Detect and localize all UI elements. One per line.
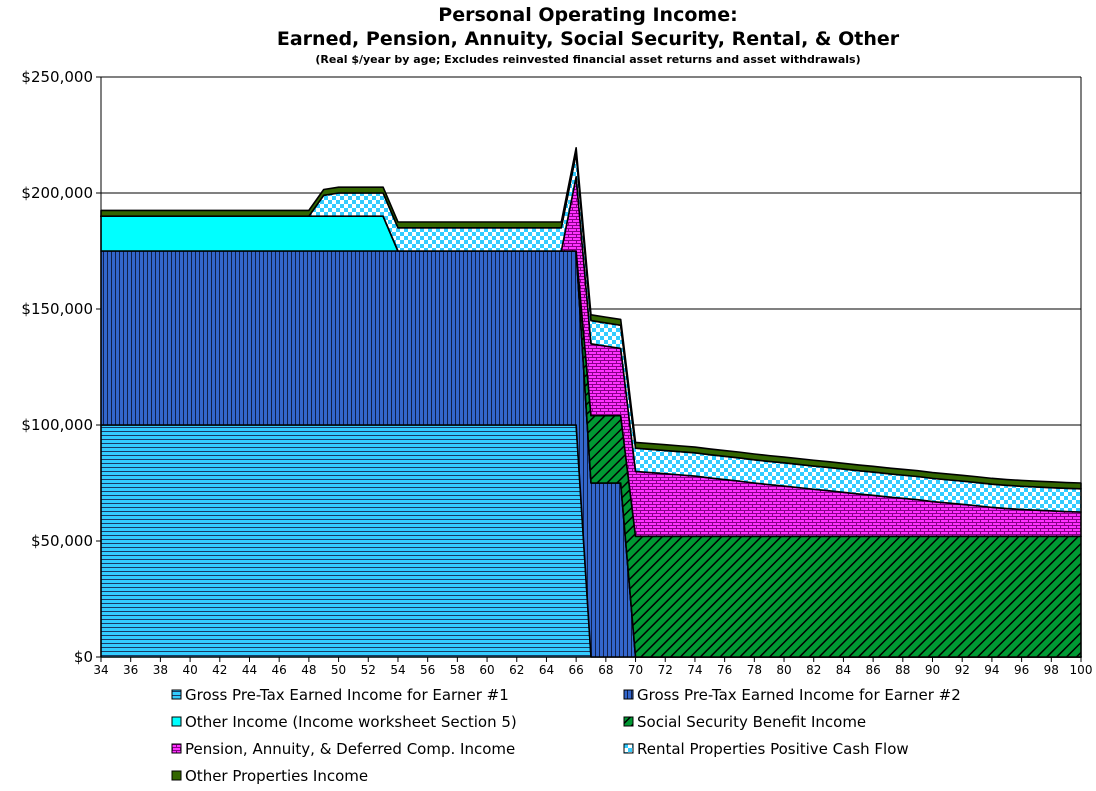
- chart-title: Personal Operating Income:: [438, 4, 738, 26]
- y-tick-label: $250,000: [21, 68, 93, 86]
- x-tick-label: 52: [361, 663, 376, 677]
- legend-label-3: Social Security Benefit Income: [637, 713, 866, 731]
- x-tick-label: 94: [984, 663, 999, 677]
- x-tick-label: 66: [569, 663, 584, 677]
- legend-label-5: Rental Properties Positive Cash Flow: [637, 740, 909, 758]
- y-tick-label: $150,000: [21, 300, 93, 318]
- legend-swatch-3: [623, 716, 634, 727]
- legend-swatch-6: [171, 770, 182, 781]
- legend: Gross Pre-Tax Earned Income for Earner #…: [171, 686, 961, 785]
- legend-swatch-4: [171, 743, 182, 754]
- axes: $0 $50,000 $100,000 $150,000 $200,000 $250,00…: [21, 68, 1092, 677]
- x-tick-label: 60: [479, 663, 494, 677]
- x-tick-label: 46: [272, 663, 287, 677]
- y-tick-label: $0: [74, 648, 93, 666]
- y-tick-label: $200,000: [21, 184, 93, 202]
- x-tick-label: 76: [717, 663, 732, 677]
- x-tick-label: 38: [153, 663, 168, 677]
- x-tick-label: 44: [242, 663, 257, 677]
- legend-swatch-0: [171, 689, 182, 700]
- legend-swatch-5: [623, 743, 634, 754]
- x-tick-label: 62: [509, 663, 524, 677]
- x-tick-label: 78: [747, 663, 762, 677]
- legend-swatch-1: [623, 689, 634, 700]
- x-tick-label: 74: [687, 663, 702, 677]
- x-tick-label: 80: [776, 663, 791, 677]
- x-tick-label: 56: [420, 663, 435, 677]
- y-tick-label: $100,000: [21, 416, 93, 434]
- chart-title-line2: Earned, Pension, Annuity, Social Securit…: [276, 28, 900, 50]
- x-tick-label: 64: [539, 663, 554, 677]
- x-tick-label: 34: [93, 663, 108, 677]
- x-tick-label: 68: [598, 663, 613, 677]
- x-tick-label: 90: [925, 663, 940, 677]
- area-series: [100, 146, 1082, 658]
- x-tick-label: 54: [390, 663, 405, 677]
- x-tick-label: 36: [123, 663, 138, 677]
- x-tick-label: 50: [331, 663, 346, 677]
- x-tick-label: 98: [1044, 663, 1059, 677]
- y-tick-label: $50,000: [31, 532, 93, 550]
- x-tick-label: 88: [895, 663, 910, 677]
- x-tick-label: 70: [628, 663, 643, 677]
- legend-label-2: Other Income (Income worksheet Section 5…: [185, 713, 517, 731]
- chart-subtitle: (Real $/year by age; Excludes reinvested…: [315, 53, 861, 66]
- legend-label-1: Gross Pre-Tax Earned Income for Earner #…: [637, 686, 961, 704]
- x-tick-label: 58: [450, 663, 465, 677]
- x-tick-label: 96: [1014, 663, 1029, 677]
- legend-label-0: Gross Pre-Tax Earned Income for Earner #…: [185, 686, 509, 704]
- x-tick-label: 42: [212, 663, 227, 677]
- legend-label-4: Pension, Annuity, & Deferred Comp. Incom…: [185, 740, 515, 758]
- x-tick-label: 82: [806, 663, 821, 677]
- x-tick-label: 48: [301, 663, 316, 677]
- x-tick-label: 72: [658, 663, 673, 677]
- x-tick-label: 100: [1070, 663, 1093, 677]
- legend-swatch-2: [171, 716, 182, 727]
- x-tick-label: 86: [865, 663, 880, 677]
- x-tick-label: 84: [836, 663, 851, 677]
- legend-label-6: Other Properties Income: [185, 767, 368, 785]
- x-tick-label: 92: [955, 663, 970, 677]
- x-tick-label: 40: [182, 663, 197, 677]
